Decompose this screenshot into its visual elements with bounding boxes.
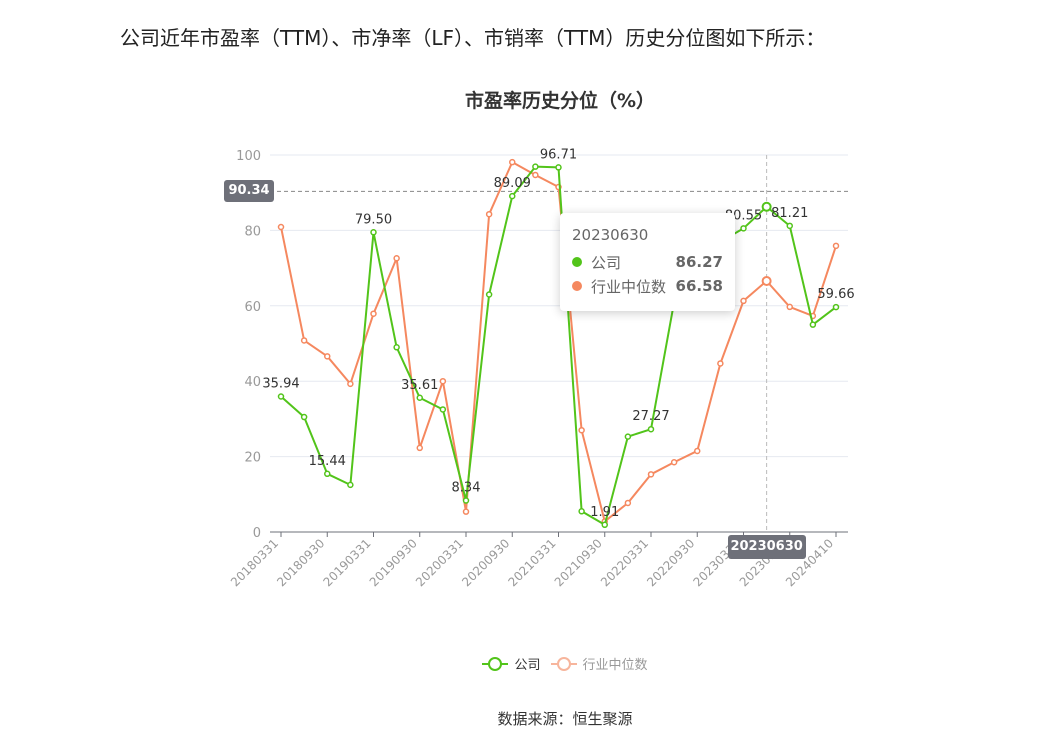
y-tick-label-20: 20 [244,451,261,466]
legend-label-company: 公司 [514,658,541,673]
x-tick-label-20210331: 20210331 [506,536,559,589]
series-0-point-20180630 [300,413,308,421]
legend-label-industry: 行业中位数 [582,658,648,673]
tooltip-date: 20230630 [572,226,649,244]
series-0-point-20210331 [555,164,562,171]
axis-pointer-x-label: 20230630 [727,535,806,559]
series [277,158,840,529]
intro-text: 公司近年市盈率（TTM）、市净率（LF）、市销率（TTM）历史分位图如下所示： [120,26,826,50]
series-1-point-20201231 [532,171,539,179]
series-1-point-20220630 [670,459,678,466]
y-tick-label-60: 60 [244,300,261,315]
series-0-point-20181231 [347,481,354,489]
x-tick-label-20190930: 20190930 [367,536,420,589]
data-label-20180930: 15.44 [309,454,346,469]
legend-item-industry[interactable]: 行业中位数 [550,654,648,673]
x-tick-label-20220331: 20220331 [598,536,651,589]
y-tick-label-80: 80 [244,224,261,239]
series-0-point-20230930 [786,222,793,230]
data-label-20190930: 35.61 [401,378,438,393]
series-0-point-20220331 [647,425,655,433]
series-1-point-20221231 [717,360,724,367]
series-0-point-20190930 [416,394,423,402]
tooltip-row-industry: 行业中位数 66.58 [572,274,723,298]
series-0-point-20190630 [393,344,400,351]
chart-legend: 公司 行业中位数 [0,654,1040,673]
series-1-point-20180331 [277,223,285,231]
series-0-point-20240410 [832,303,840,311]
y-tick-label-100: 100 [236,149,261,164]
x-tick-label-20210930: 20210930 [552,536,605,589]
series-1-point-20240410 [832,242,840,250]
series-1-point-20211231 [624,499,632,507]
x-tick-label-20220930: 20220930 [644,536,697,589]
grid-lines [270,154,848,458]
x-tick-label-20200331: 20200331 [413,536,466,589]
series-0-point-20230331 [740,225,747,232]
series-0-point-20180930 [324,470,331,478]
legend-item-company[interactable]: 公司 [482,654,541,673]
x-tick-label-20180930: 20180930 [274,536,327,589]
tooltip-name-industry: 行业中位数 [591,277,667,296]
series-0-point-20200930 [509,192,516,200]
data-label-20200930: 89.09 [494,176,531,191]
series-1-point-20230331 [740,297,747,305]
data-label-20210930: 1.91 [590,505,619,520]
y-tick-label-40: 40 [244,375,261,390]
series-0-point-20200331 [462,497,470,504]
axis-pointer-y-label: 90.34 [224,180,274,203]
series-1-point-20220331 [647,471,655,478]
series-1-point-20191231 [439,377,447,385]
x-tick-label-20190331: 20190331 [321,536,374,589]
data-labels: 35.94 15.44 79.50 35.61 8.34 89.09 96.71 1.91 27… [262,147,854,519]
tooltip-value-company: 86.27 [675,253,723,271]
tooltip-dot-company [572,257,582,267]
series-0-point-20230630 [761,201,772,212]
tooltip-value-industry: 66.58 [675,277,723,295]
series-0-point-20190331 [370,229,377,236]
series-0-point-20200630 [485,291,493,298]
tooltip-row-company: 公司 86.27 [572,250,723,274]
data-label-20190331: 79.50 [355,212,392,227]
series-1-point-20230630 [761,275,772,286]
series-1-point-20210630 [578,426,585,434]
series-1-point-20180930 [324,353,331,360]
chart-title: 市盈率历史分位（%） [464,90,656,112]
data-label-20240410: 59.66 [817,287,854,302]
data-label-20200331: 8.34 [452,481,481,496]
series-0-point-20180331 [277,393,285,400]
data-label-20220331: 27.27 [632,409,669,424]
legend-swatch-company [482,656,509,671]
series-0-point-20210930 [601,521,608,529]
tooltip-name-company: 公司 [591,253,622,272]
tooltip-dot-industry [572,281,582,291]
chart-tooltip: 20230630 公司 86.27 行业中位数 66.58 [560,213,735,311]
series-0-point-20201231 [532,163,539,170]
series-1-point-20220930 [694,447,701,455]
series-1-point-20230930 [786,303,793,311]
series-1-point-20200630 [485,210,493,218]
series-1-point-20190630 [393,255,400,262]
data-label-20180331: 35.94 [262,377,299,392]
series-1-point-20190331 [370,310,377,317]
series-1-point-20180630 [300,337,308,344]
data-source: 数据来源：恒生聚源 [497,710,633,728]
series-1-point-20181231 [347,380,354,388]
legend-swatch-industry [550,656,577,671]
series-1-point-20200930 [509,158,516,166]
data-label-20210331: 96.71 [540,147,577,162]
x-tick-label-20180331: 20180331 [228,536,281,589]
series-0-point-20211231 [624,433,632,440]
series-0-point-20231231 [809,321,817,328]
series-1-point-20190930 [416,444,423,452]
series-0-point-20210630 [578,508,585,515]
data-label-20230930: 81.21 [771,206,808,221]
x-tick-label-20200930: 20200930 [459,536,512,589]
y-tick-label-0: 0 [253,526,261,541]
series-0-point-20191231 [439,406,447,413]
series-1-point-20200331 [462,508,470,515]
